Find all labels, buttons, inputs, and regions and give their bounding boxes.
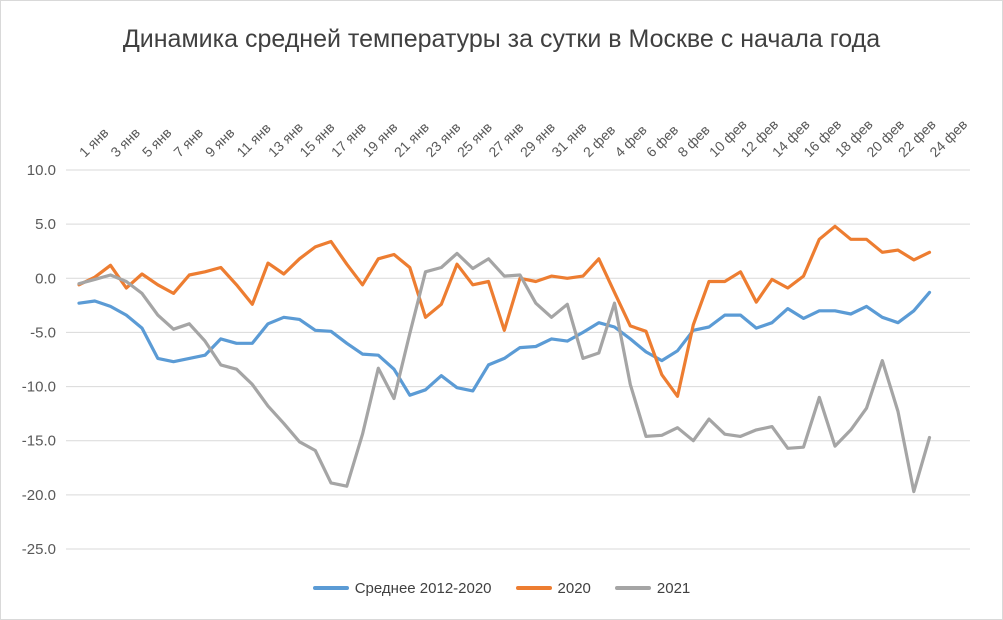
x-tick-label: 25 янв <box>454 119 495 160</box>
y-tick-label: -15.0 <box>22 433 56 450</box>
x-tick-label: 8 фев <box>674 122 712 160</box>
legend-item: 2020 <box>515 579 591 597</box>
y-tick-label: -5.0 <box>30 324 56 341</box>
legend-swatch <box>614 586 651 590</box>
x-tick-label: 7 янв <box>170 124 206 160</box>
y-tick-label: -20.0 <box>22 487 56 504</box>
x-tick-label: 17 янв <box>328 119 369 160</box>
y-tick-label: -10.0 <box>22 379 56 396</box>
legend-label: 2021 <box>656 579 691 597</box>
x-tick-label: 23 янв <box>422 119 463 160</box>
x-tick-label: 3 янв <box>107 124 143 160</box>
y-tick-label: 5.0 <box>35 216 56 233</box>
chart-title-text: Динамика средней температуры за сутки в … <box>122 25 881 53</box>
series-line-2 <box>77 224 932 398</box>
legend-label: Среднее 2012-2020 <box>354 579 492 597</box>
x-tick-label: 4 фев <box>611 122 649 160</box>
legend-swatch <box>312 586 349 590</box>
legend-item: Среднее 2012-2020 <box>312 579 492 597</box>
x-tick-label: 13 янв <box>265 119 306 160</box>
y-tick-label: -25.0 <box>22 541 56 558</box>
x-tick-label: 31 янв <box>548 119 589 160</box>
legend-label: 2020 <box>557 579 591 597</box>
legend-item: 2021 <box>614 579 691 597</box>
series-line-3 <box>77 251 932 494</box>
x-tick-label: 5 янв <box>139 124 175 160</box>
x-tick-label: 9 янв <box>202 124 238 160</box>
x-tick-label: 29 янв <box>517 119 558 160</box>
legend: Среднее 2012-2020 2020 2021 <box>0 577 1003 597</box>
x-tick-label: 6 фев <box>643 122 681 160</box>
x-tick-label: 11 янв <box>233 120 273 160</box>
x-tick-label: 21 янв <box>391 119 432 160</box>
legend-swatch <box>515 586 552 590</box>
chart-title: Динамика средней температуры за сутки в … <box>0 22 1003 56</box>
x-tick-label: 19 янв <box>359 119 400 160</box>
x-tick-label: 1 янв <box>76 124 112 160</box>
series-line-1 <box>77 290 932 397</box>
y-tick-label: 10.0 <box>27 162 56 179</box>
y-tick-label: 0.0 <box>35 270 56 287</box>
x-tick-label: 15 янв <box>296 119 337 160</box>
x-tick-label: 27 янв <box>485 119 526 160</box>
